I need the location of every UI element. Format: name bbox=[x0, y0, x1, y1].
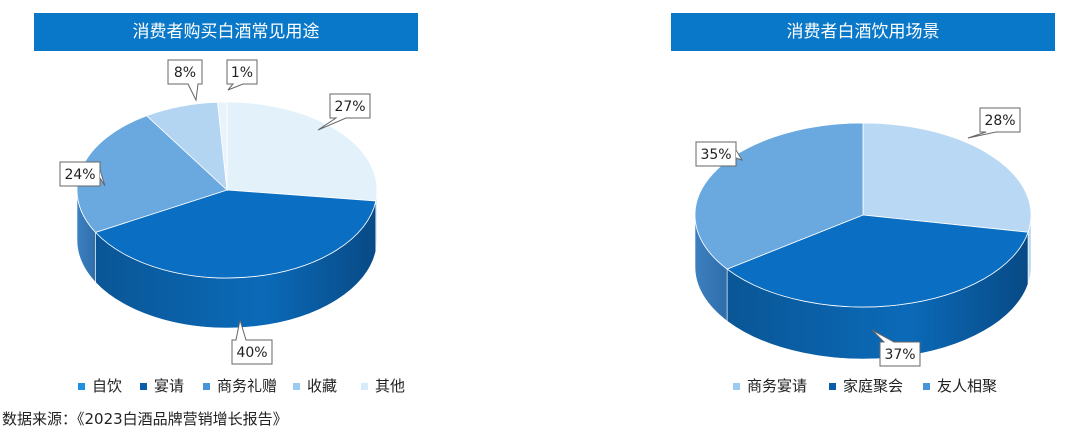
pie-slice-友人相聚 bbox=[694, 122, 864, 270]
chart-title-right: 消费者白酒饮用场景 bbox=[671, 13, 1055, 51]
legend-swatch-宴请 bbox=[140, 383, 147, 390]
data-label-box bbox=[695, 141, 737, 167]
legend-label-收藏: 收藏 bbox=[307, 377, 337, 395]
pie-slice-家庭聚会 bbox=[726, 214, 1029, 308]
pie-slice-自饮 bbox=[226, 101, 378, 202]
chart-title-left: 消费者购买白酒常见用途 bbox=[34, 13, 418, 51]
pie-slice-商务宴请 bbox=[862, 122, 1032, 233]
data-label-box bbox=[226, 59, 258, 91]
legend-swatch-自饮 bbox=[78, 383, 85, 390]
data-label-收藏: 8% bbox=[174, 65, 196, 81]
data-label-pointer bbox=[99, 169, 106, 187]
source-note: 数据来源：《2023白酒品牌营销增长报告》 bbox=[2, 410, 288, 428]
pie-slice-宴请 bbox=[94, 189, 377, 279]
legend-swatch-其他 bbox=[361, 383, 368, 390]
data-label-box bbox=[231, 319, 273, 365]
legend-swatch-收藏 bbox=[293, 383, 300, 390]
legend-swatch-家庭聚会 bbox=[829, 383, 836, 390]
data-label-友人相聚: 35% bbox=[700, 147, 731, 163]
data-label-box bbox=[317, 93, 371, 131]
data-label-pointer bbox=[735, 149, 744, 161]
legend-label-家庭聚会: 家庭聚会 bbox=[843, 377, 903, 395]
data-label-其他: 1% bbox=[231, 65, 253, 81]
data-label-商务礼赠: 24% bbox=[64, 167, 95, 183]
legend-label-自饮: 自饮 bbox=[92, 377, 122, 395]
legend-label-商务宴请: 商务宴请 bbox=[747, 377, 807, 395]
data-label-box bbox=[167, 59, 203, 102]
legend-label-友人相聚: 友人相聚 bbox=[937, 377, 997, 395]
data-label-家庭聚会: 37% bbox=[884, 347, 915, 363]
legend-label-商务礼赠: 商务礼赠 bbox=[217, 377, 277, 395]
data-label-box bbox=[967, 107, 1021, 139]
legend-label-宴请: 宴请 bbox=[154, 377, 184, 395]
legend-swatch-商务宴请 bbox=[733, 383, 740, 390]
data-label-box bbox=[59, 161, 101, 187]
data-label-宴请: 40% bbox=[236, 345, 267, 361]
legend-swatch-友人相聚 bbox=[923, 383, 930, 390]
data-label-商务宴请: 28% bbox=[984, 113, 1015, 129]
legend-swatch-商务礼赠 bbox=[203, 383, 210, 390]
pie-slice-其他 bbox=[217, 101, 228, 191]
legend-label-其他: 其他 bbox=[375, 377, 405, 395]
data-label-自饮: 27% bbox=[334, 99, 365, 115]
data-label-box bbox=[871, 329, 921, 367]
